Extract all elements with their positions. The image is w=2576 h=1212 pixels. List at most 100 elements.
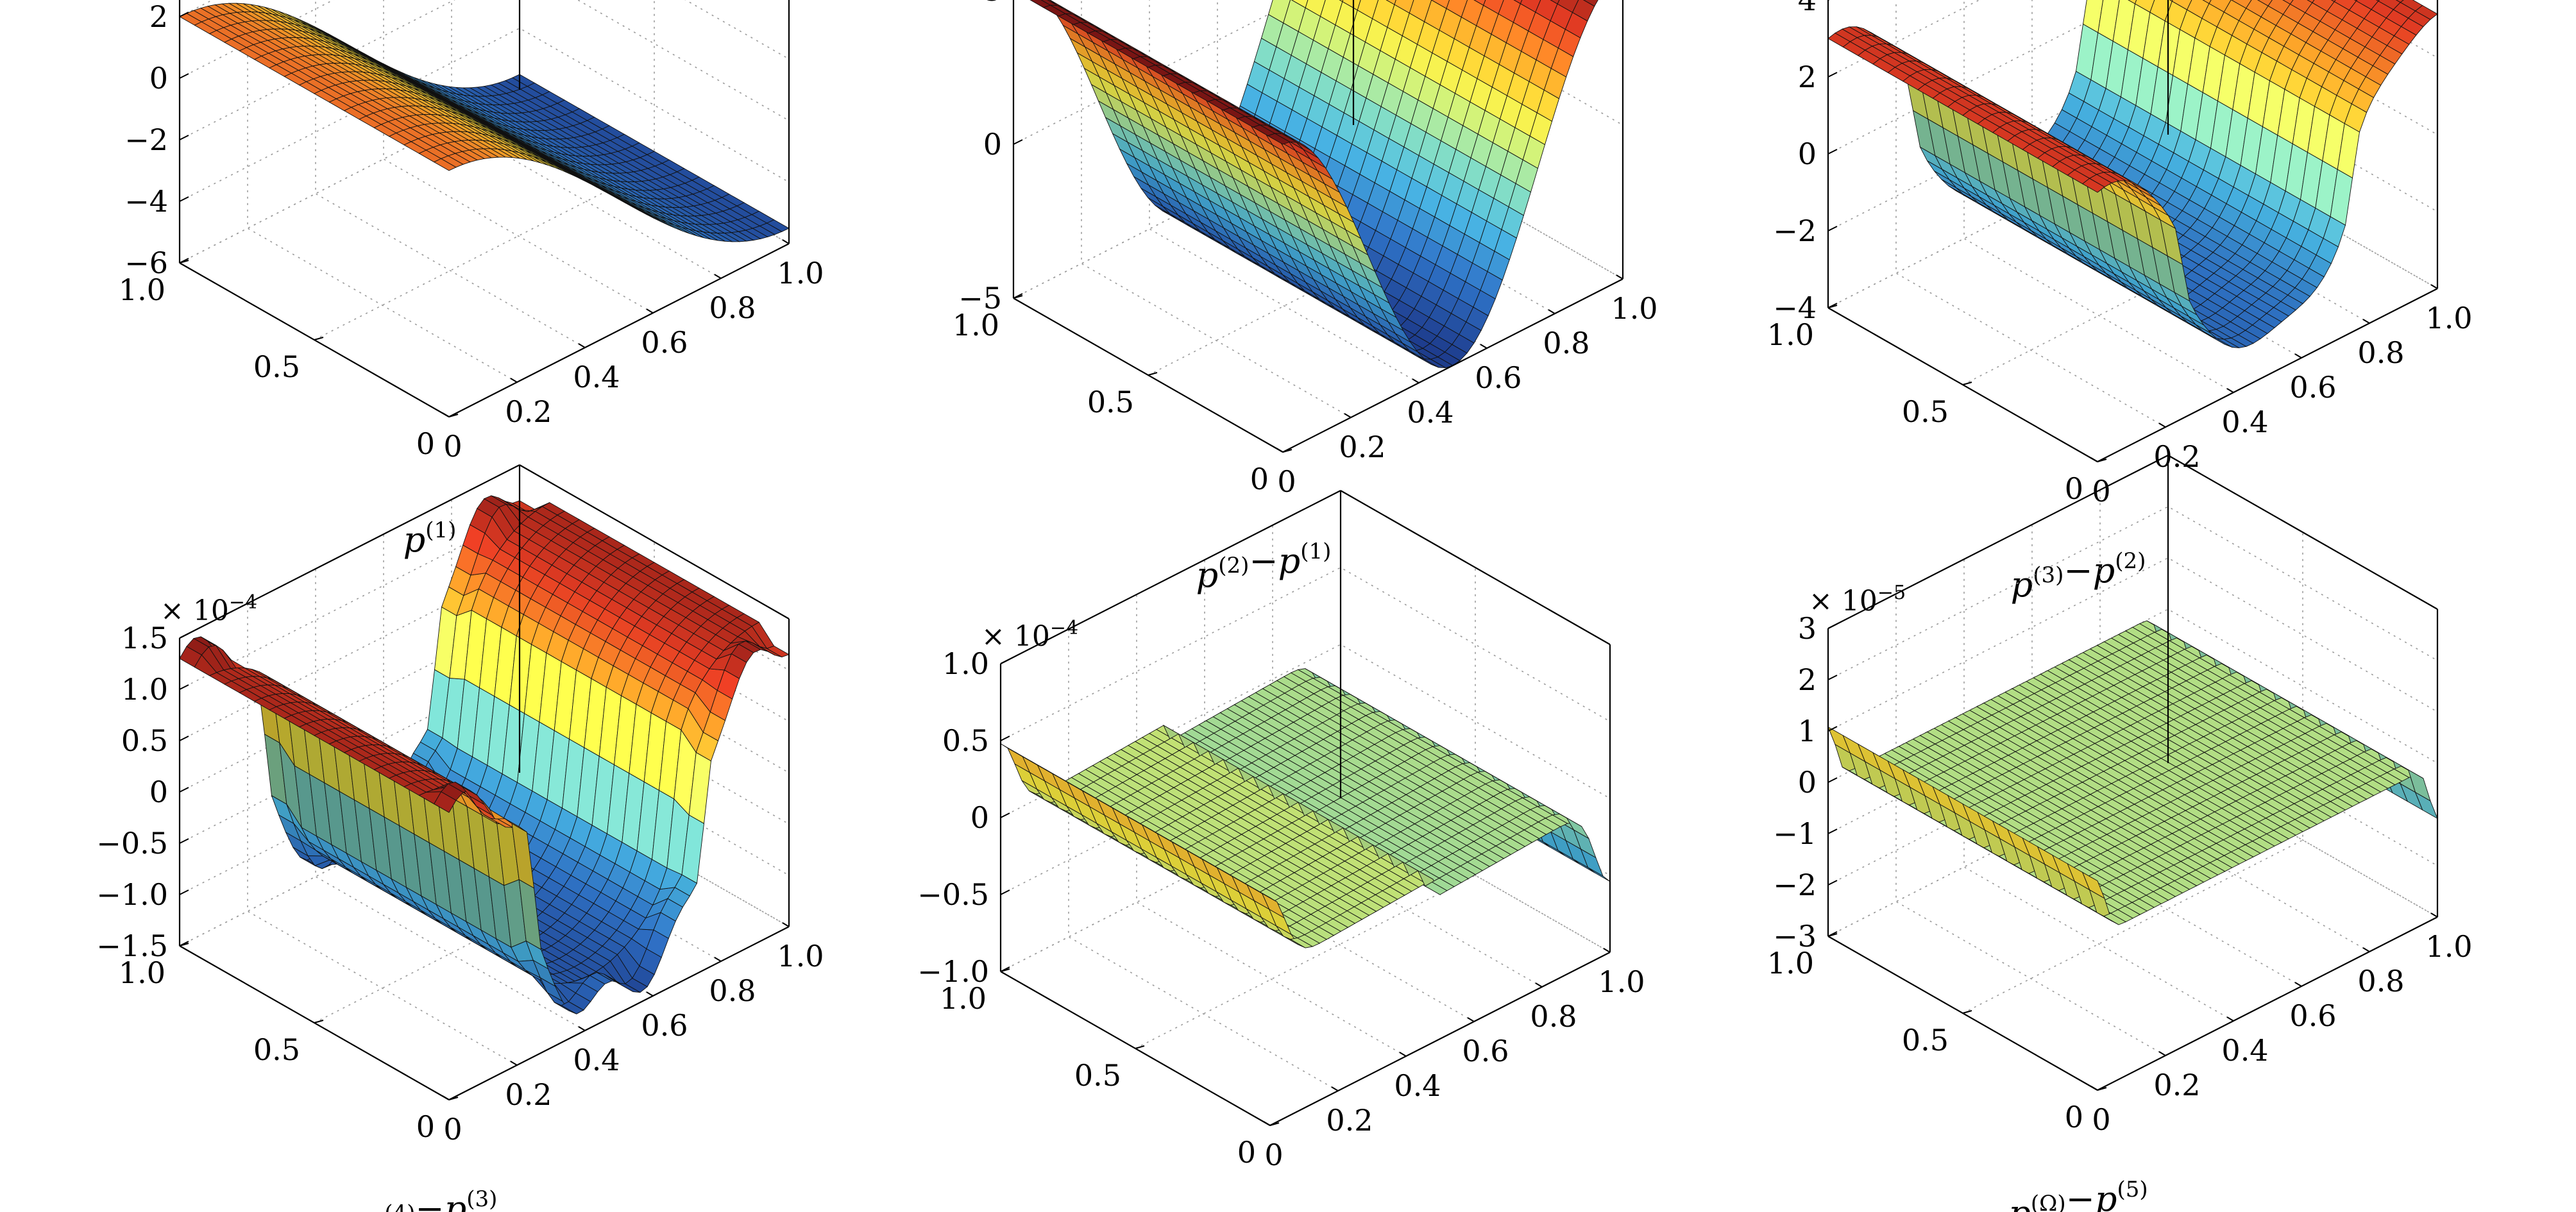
x-tick-mark	[442, 412, 450, 417]
scale-multiplier: × 10−4	[160, 591, 257, 627]
y-tick-mark	[314, 337, 324, 341]
x-tick-label: 0.4	[1394, 1068, 1441, 1103]
x-tick-label: 0.6	[641, 325, 688, 360]
surface-panel-3: 420−2−4× 10−400.20.40.60.81.01.00.50p(3)…	[1767, 0, 2473, 605]
surface-cell	[1513, 0, 1523, 4]
grid-line	[1081, 0, 1352, 418]
panel-label: p(2)−p(1)	[1196, 539, 1332, 595]
x-tick-mark	[1276, 448, 1284, 453]
grid-line	[1149, 0, 1419, 383]
x-tick-mark	[782, 239, 790, 244]
surface-panel-1: 420−2−4−6× 10−300.20.40.60.81.01.00.50p(…	[119, 0, 824, 560]
x-tick-mark	[714, 274, 722, 279]
x-tick-label: 0.2	[2153, 439, 2200, 474]
z-tick-mark	[179, 135, 189, 140]
panel-label: p(3)−p(2)	[2011, 548, 2146, 605]
surface-cell	[1291, 0, 1309, 8]
z-tick-label: 5	[983, 0, 1002, 8]
y-tick-label: 0	[2065, 471, 2083, 506]
x-tick-mark	[442, 1095, 450, 1100]
y-tick-mark	[1135, 1045, 1145, 1049]
z-tick-label: 0	[149, 775, 168, 809]
z-tick-label: 0.5	[121, 723, 168, 758]
x-tick-mark	[2294, 353, 2302, 358]
z-tick-mark	[1000, 736, 1010, 741]
z-tick-mark	[179, 838, 189, 844]
x-tick-mark	[2362, 319, 2370, 324]
x-tick-label: 0.8	[709, 290, 756, 325]
z-tick-label: −2	[124, 122, 168, 157]
x-tick-mark	[578, 343, 586, 348]
grid-line	[315, 0, 586, 348]
x-tick-mark	[510, 378, 518, 383]
y-tick-mark	[179, 260, 189, 264]
z-tick-mark	[179, 633, 189, 639]
x-tick-label: 0.6	[1462, 1034, 1509, 1068]
surface-cell	[1385, 0, 1396, 5]
z-tick-label: 2	[149, 0, 168, 34]
x-tick-mark	[2158, 423, 2166, 428]
x-tick-mark	[1399, 1052, 1407, 1057]
panel-label: p(1)	[403, 518, 457, 560]
x-tick-label: 0.6	[1475, 360, 1521, 395]
x-tick-label: 1.0	[1598, 964, 1645, 999]
x-tick-label: 0.8	[709, 973, 756, 1008]
x-tick-label: 0	[443, 429, 462, 464]
y-tick-label: 0.5	[253, 349, 300, 384]
z-tick-label: 1.0	[121, 672, 168, 707]
x-tick-mark	[646, 308, 654, 314]
y-tick-label: 0.5	[1087, 385, 1134, 419]
x-tick-label: 0.4	[2221, 405, 2268, 439]
x-tick-label: 0	[1264, 1138, 1283, 1172]
z-tick-label: −4	[124, 184, 168, 219]
grid-line	[1000, 490, 1611, 664]
z-tick-mark	[179, 889, 189, 895]
surface-mesh	[1827, 0, 2438, 348]
y-tick-label: 0	[1237, 1135, 1256, 1170]
x-tick-mark	[646, 991, 654, 997]
grid-line	[451, 0, 722, 279]
x-tick-mark	[1263, 1121, 1271, 1126]
x-tick-mark	[1331, 1086, 1339, 1091]
y-tick-label: 1.0	[953, 308, 999, 342]
x-tick-mark	[1344, 413, 1352, 418]
x-tick-mark	[2226, 388, 2234, 393]
z-tick-label: −1.0	[96, 877, 168, 912]
x-tick-label: 0.2	[505, 1077, 552, 1112]
x-tick-mark	[782, 922, 790, 927]
z-tick-mark	[1827, 226, 1838, 231]
x-tick-label: 0.4	[1407, 395, 1453, 430]
surface-mesh	[1030, 0, 1598, 369]
grid-line	[1827, 455, 2438, 629]
surface-cell	[1473, 0, 1486, 6]
x-tick-mark	[1467, 1017, 1475, 1022]
y-tick-label: 1.0	[119, 955, 165, 990]
x-tick-mark	[1480, 344, 1487, 349]
x-tick-mark	[2090, 457, 2098, 462]
z-tick-mark	[179, 787, 189, 793]
x-tick-label: 0	[443, 1112, 462, 1147]
surface-mesh	[179, 495, 790, 1014]
scale-multiplier: × 10−4	[981, 617, 1078, 653]
z-tick-label: 0	[149, 61, 168, 96]
z-tick-mark	[1827, 149, 1838, 155]
z-tick-mark	[1000, 659, 1010, 664]
panel-label: p(4)−p(3)	[362, 1186, 498, 1212]
y-tick-mark	[1962, 382, 1972, 385]
y-tick-mark	[448, 414, 459, 417]
x-tick-label: 0.4	[573, 1043, 620, 1077]
z-tick-label: −6	[124, 246, 168, 280]
x-tick-mark	[2430, 284, 2438, 289]
x-tick-mark	[1535, 982, 1543, 988]
surface-cell	[1339, 0, 1344, 3]
z-tick-mark	[179, 684, 189, 690]
x-tick-label: 1.0	[1611, 291, 1657, 326]
x-tick-label: 1.0	[2425, 301, 2472, 335]
z-tick-label: 0.5	[942, 723, 989, 758]
x-tick-label: 0.8	[2357, 335, 2404, 370]
z-tick-mark	[1000, 889, 1010, 895]
x-tick-label: 0.8	[1543, 326, 1589, 360]
z-tick-label: 0	[983, 127, 1002, 162]
surface-panel-5: 1.00.50−0.5−1.0× 10−400.20.40.60.81.01.0…	[917, 490, 1645, 1172]
x-tick-mark	[510, 1061, 518, 1066]
